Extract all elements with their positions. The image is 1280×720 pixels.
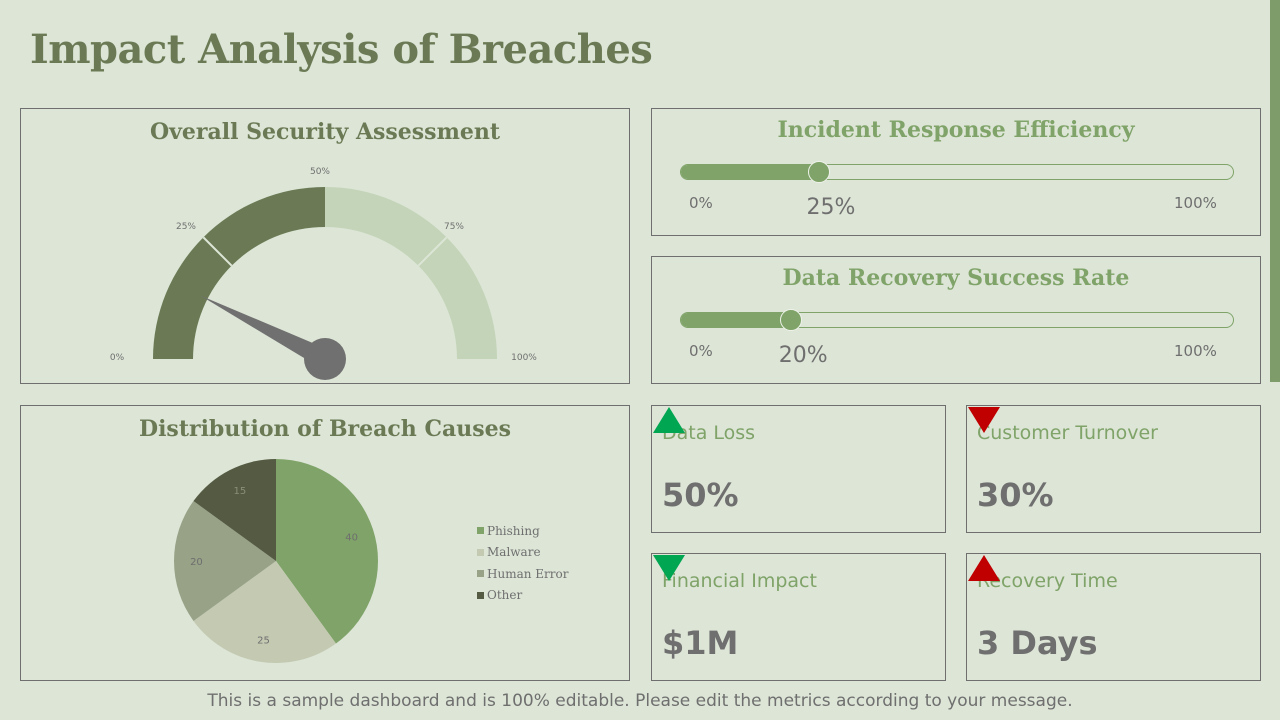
incident-response-track <box>680 164 1234 180</box>
gauge-needle-hub <box>304 338 346 380</box>
breach-causes-title: Distribution of Breach Causes <box>139 416 511 442</box>
legend-swatch <box>477 527 484 535</box>
legend-item: Human Error <box>477 563 568 585</box>
gauge-quarter-separator <box>417 236 448 267</box>
pie-data-label: 40 <box>345 532 358 543</box>
data-recovery-fill <box>681 313 792 327</box>
kpi-value: 3 Days <box>977 624 1098 662</box>
data-recovery-max-label: 100% <box>1174 342 1217 360</box>
incident-response-title: Incident Response Efficiency <box>777 117 1135 143</box>
gauge-quarter-separator <box>202 236 233 267</box>
kpi-card-data-loss: Data Loss 50% <box>651 405 946 533</box>
security-gauge-chart: 0% 25% 50% 75% 100% <box>110 167 537 380</box>
gauge-needle <box>200 295 330 368</box>
legend-label: Malware <box>487 545 541 560</box>
legend-swatch <box>477 570 484 578</box>
kpi-value: 30% <box>977 476 1054 514</box>
kpi-card-customer-turnover: Customer Turnover 30% <box>966 405 1261 533</box>
legend-swatch <box>477 548 484 556</box>
triangle-down-icon <box>653 555 685 581</box>
kpi-label: Recovery Time <box>977 570 1118 592</box>
gauge-filled-arc <box>153 187 325 359</box>
kpi-value: $1M <box>662 624 739 662</box>
triangle-down-icon <box>968 407 1000 433</box>
legend-item: Phishing <box>477 520 568 542</box>
pie-data-label: 20 <box>190 557 203 568</box>
incident-response-max-label: 100% <box>1174 194 1217 212</box>
legend-item: Malware <box>477 542 568 564</box>
data-recovery-slider-thumb[interactable] <box>779 309 802 331</box>
gauge-tick-label: 0% <box>110 353 125 363</box>
page-title: Impact Analysis of Breaches <box>30 26 653 73</box>
right-edge-accent-bar <box>1270 0 1280 382</box>
data-recovery-panel: Data Recovery Success Rate 0% 20% 100% <box>651 256 1261 384</box>
kpi-label: Customer Turnover <box>977 422 1158 444</box>
legend-item: Other <box>477 585 568 607</box>
incident-response-fill <box>681 165 820 179</box>
data-recovery-value: 20% <box>778 343 828 368</box>
pie-slice-human-error <box>174 501 276 621</box>
kpi-value: 50% <box>662 476 739 514</box>
kpi-label: Data Loss <box>662 422 756 444</box>
incident-response-slider-thumb[interactable] <box>807 161 830 183</box>
breach-causes-pie-chart: 40 25 20 15 <box>174 459 379 663</box>
legend-label: Phishing <box>487 523 540 538</box>
data-recovery-title: Data Recovery Success Rate <box>782 265 1130 291</box>
pie-slice-other <box>193 459 276 561</box>
kpi-card-recovery-time: Recovery Time 3 Days <box>966 553 1261 681</box>
legend-label: Other <box>487 588 523 603</box>
breach-causes-panel: Distribution of Breach Causes 40 25 20 15 P… <box>20 405 630 681</box>
gauge-tick-label: 100% <box>511 353 537 363</box>
pie-data-label: 25 <box>257 636 270 647</box>
gauge-tick-label: 25% <box>176 222 196 232</box>
kpi-label: Financial Impact <box>662 570 817 592</box>
pie-legend: Phishing Malware Human Error Other <box>477 520 568 606</box>
legend-label: Human Error <box>487 566 569 581</box>
pie-slice-malware <box>193 561 336 663</box>
data-recovery-min-label: 0% <box>689 342 713 360</box>
incident-response-min-label: 0% <box>689 194 713 212</box>
triangle-up-icon <box>653 407 685 433</box>
data-recovery-track <box>680 312 1234 328</box>
legend-swatch <box>477 591 484 599</box>
incident-response-panel: Incident Response Efficiency 0% 25% 100% <box>651 108 1261 236</box>
pie-data-label: 15 <box>234 486 247 497</box>
footer-note: This is a sample dashboard and is 100% e… <box>207 691 1073 711</box>
incident-response-value: 25% <box>806 195 856 220</box>
pie-slice-phishing <box>276 459 379 644</box>
security-assessment-panel: Overall Security Assessment 0% 25% 50% 7… <box>20 108 630 384</box>
gauge-tick-label: 75% <box>444 222 464 232</box>
kpi-card-financial-impact: Financial Impact $1M <box>651 553 946 681</box>
triangle-up-icon <box>968 555 1000 581</box>
security-assessment-title: Overall Security Assessment <box>149 119 501 145</box>
gauge-tick-label: 50% <box>310 167 330 177</box>
